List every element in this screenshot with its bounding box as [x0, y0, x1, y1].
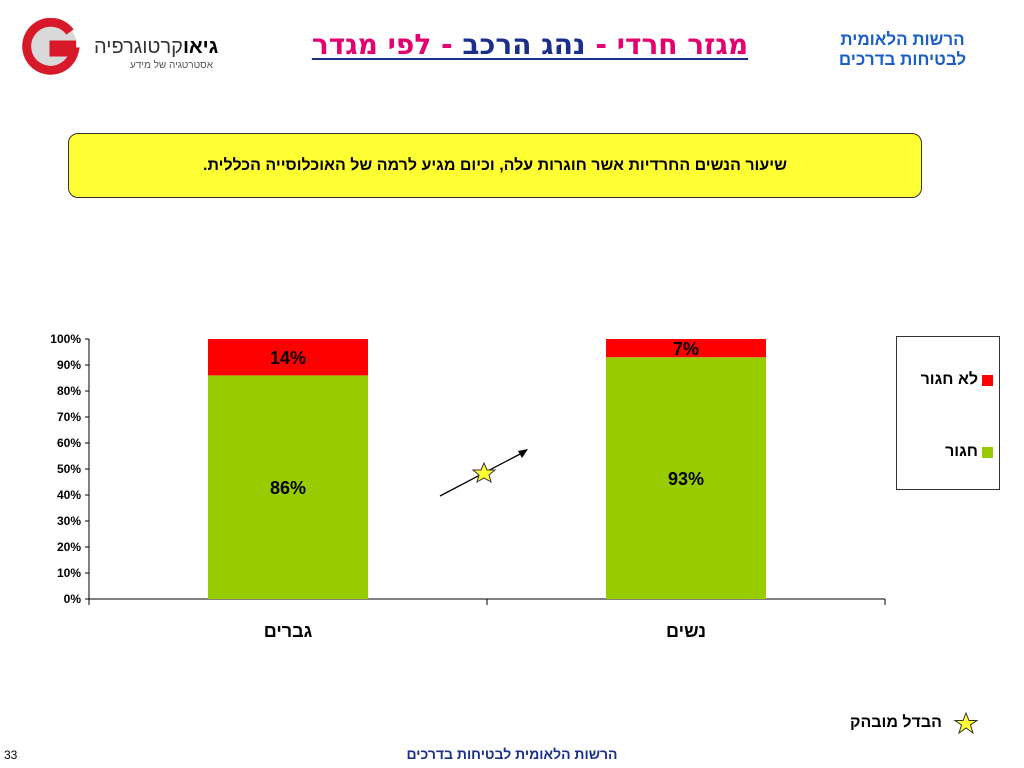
- trend-arrow-head: [518, 449, 528, 458]
- bar-belted: [606, 357, 766, 599]
- data-label: 93%: [668, 469, 704, 489]
- y-tick-label: 60%: [57, 436, 81, 450]
- y-tick-label: 30%: [57, 514, 81, 528]
- page-number: 33: [4, 748, 18, 762]
- star-icon: [471, 461, 497, 484]
- footnote: הבדל מובהק: [850, 712, 980, 734]
- x-tick-label: נשים: [666, 621, 706, 641]
- y-tick-label: 20%: [57, 540, 81, 554]
- legend-swatch-green: [982, 446, 993, 458]
- legend-item-not-belted: לא חגור: [921, 371, 993, 389]
- y-tick-label: 50%: [57, 462, 81, 476]
- logo-name: גיאוקרטוגרפיה: [94, 36, 219, 58]
- page-title: מגזר חרדי - נהג הרכב - לפי מגדר: [311, 28, 749, 61]
- data-label: 86%: [270, 478, 306, 498]
- organization-name-line2: לבטיחות בדרכים: [838, 50, 967, 69]
- legend-swatch-red: [982, 374, 993, 386]
- y-tick-label: 40%: [57, 488, 81, 502]
- legend-label: לא חגור: [920, 371, 978, 388]
- bar-belted: [208, 375, 368, 599]
- stacked-bar-chart: 0% 10% 20% 30% 40% 50% 60% 70% 80% 90% 100% 86% 14% ג…: [50, 332, 886, 641]
- data-label: 14%: [270, 348, 306, 368]
- organization-name: הרשות הלאומית לבטיחות בדרכים: [820, 30, 985, 70]
- y-tick-label: 100%: [50, 332, 81, 346]
- callout-text: שיעור הנשים החרדיות אשר חוגרות עלה, וכיו…: [203, 157, 787, 174]
- x-tick-label: גברים: [264, 621, 313, 641]
- star-icon: [953, 712, 979, 734]
- footnote-text: הבדל מובהק: [850, 714, 942, 731]
- bar-not-belted: [606, 339, 766, 358]
- legend-label: חגור: [945, 443, 978, 460]
- data-label: 7%: [673, 339, 699, 359]
- company-logo: [22, 18, 80, 75]
- bar-not-belted: [208, 339, 368, 376]
- logo-tagline: אסטרטגיה של מידע: [130, 60, 213, 71]
- y-tick-label: 70%: [57, 410, 81, 424]
- callout-box: [68, 133, 922, 198]
- y-tick-label: 10%: [57, 566, 81, 580]
- y-tick-label: 80%: [57, 384, 81, 398]
- y-tick-label: 90%: [57, 358, 81, 372]
- y-tick-label: 0%: [64, 592, 82, 606]
- footer-text: הרשות הלאומית לבטיחות בדרכים: [406, 746, 618, 762]
- organization-name-line1: הרשות הלאומית: [840, 30, 965, 49]
- legend-item-belted: חגור: [945, 443, 993, 461]
- chart-legend: לא חגור חגור: [896, 336, 1000, 490]
